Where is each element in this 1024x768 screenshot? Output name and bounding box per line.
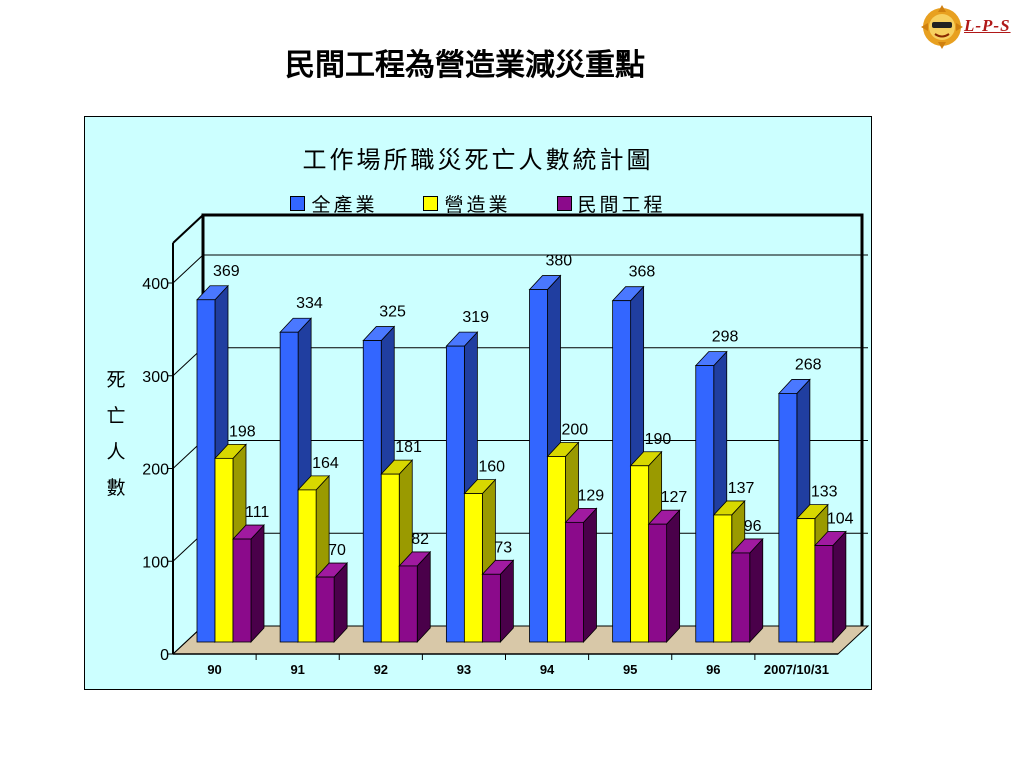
bar: [279, 331, 299, 643]
data-label: 334: [296, 295, 323, 312]
data-label: 298: [712, 329, 739, 346]
y-tick-label: 100: [142, 554, 169, 571]
legend-label: 營造業: [444, 193, 511, 216]
chart-title: 工作場所職災死亡人數統計圖: [302, 146, 654, 174]
data-label: 181: [395, 439, 422, 456]
bar-side: [416, 550, 431, 644]
bar: [463, 493, 483, 643]
bar: [398, 565, 418, 643]
bar: [481, 573, 501, 643]
bar: [196, 299, 216, 643]
bar: [297, 489, 317, 643]
data-label: 129: [578, 487, 605, 504]
data-label: 190: [645, 431, 672, 448]
side-wall: [173, 215, 203, 654]
x-tick-label: 96: [706, 662, 720, 677]
bar-side: [250, 524, 265, 644]
y-tick-label: 0: [160, 647, 169, 664]
bar: [232, 538, 252, 643]
bar: [445, 345, 465, 643]
legend-item-all-industries: 全產業: [290, 190, 377, 217]
data-label: 198: [229, 423, 256, 440]
y-axis-label-char: 亡: [106, 405, 126, 427]
legend-item-private-works: 民間工程: [556, 190, 666, 217]
x-tick-label: 2007/10/31: [764, 662, 829, 677]
bar: [778, 393, 798, 643]
legend-label: 民間工程: [577, 193, 666, 216]
bar: [630, 465, 650, 643]
x-tick-label: 91: [290, 662, 304, 677]
y-axis-label-char: 人: [106, 441, 126, 463]
bar: [796, 518, 816, 643]
data-label: 319: [462, 309, 489, 326]
bar: [529, 289, 548, 643]
data-label: 200: [562, 422, 589, 439]
data-label: 380: [546, 253, 573, 270]
data-label: 127: [661, 489, 688, 506]
logo-text: L-P-S: [964, 16, 1011, 35]
data-label: 104: [827, 511, 854, 528]
bar: [315, 576, 335, 643]
legend-swatch: [423, 195, 439, 211]
bar-side: [749, 537, 764, 644]
sun-mascot-icon: [921, 5, 963, 49]
x-tick-label: 93: [457, 662, 471, 677]
data-label: 369: [213, 263, 240, 280]
data-label: 133: [811, 484, 838, 501]
y-axis-label-char: 死: [106, 369, 126, 391]
bar: [731, 552, 751, 643]
data-label: 164: [312, 455, 339, 472]
gridline-side: [172, 254, 204, 284]
bar: [695, 365, 715, 643]
y-axis-label: 死 亡 人 數: [104, 362, 128, 506]
y-tick-label: 200: [142, 462, 169, 479]
bar: [362, 340, 382, 643]
bar: [612, 300, 632, 643]
bar-side: [832, 530, 847, 644]
bar: [214, 457, 234, 643]
bar: [565, 521, 584, 643]
legend-swatch: [290, 195, 306, 211]
bar: [547, 456, 566, 643]
data-label: 137: [728, 480, 755, 497]
chart-floor: [171, 625, 870, 655]
x-tick-label: 92: [374, 662, 388, 677]
data-label: 368: [629, 264, 656, 281]
x-tick-label: 90: [207, 662, 221, 677]
legend-swatch: [556, 195, 572, 211]
legend-label: 全產業: [311, 193, 378, 216]
legend: 全產業 營造業 民間工程: [84, 190, 872, 216]
data-label: 160: [478, 459, 505, 476]
bar: [648, 523, 668, 643]
legend-item-construction: 營造業: [423, 190, 510, 217]
chart-frame-edge: [172, 214, 204, 244]
data-label: 111: [245, 504, 269, 521]
y-axis-label-char: 數: [106, 477, 126, 499]
bar: [380, 473, 400, 643]
logo: L-P-S: [920, 4, 1020, 50]
data-label: 96: [744, 518, 762, 535]
bar-side: [583, 507, 597, 644]
bar: [713, 514, 733, 643]
y-tick-label: 300: [142, 369, 169, 386]
data-label: 82: [411, 531, 429, 548]
bar-side: [666, 509, 681, 644]
data-label: 325: [379, 304, 406, 321]
x-tick-label: 94: [540, 662, 555, 677]
data-label: 268: [795, 356, 822, 373]
y-tick-label: 400: [142, 276, 169, 293]
data-label: 73: [494, 539, 512, 556]
slide-title: 民間工程為營造業減災重點: [285, 48, 645, 83]
x-tick-label: 95: [623, 662, 637, 677]
bar: [814, 545, 834, 643]
data-label: 70: [328, 542, 346, 559]
